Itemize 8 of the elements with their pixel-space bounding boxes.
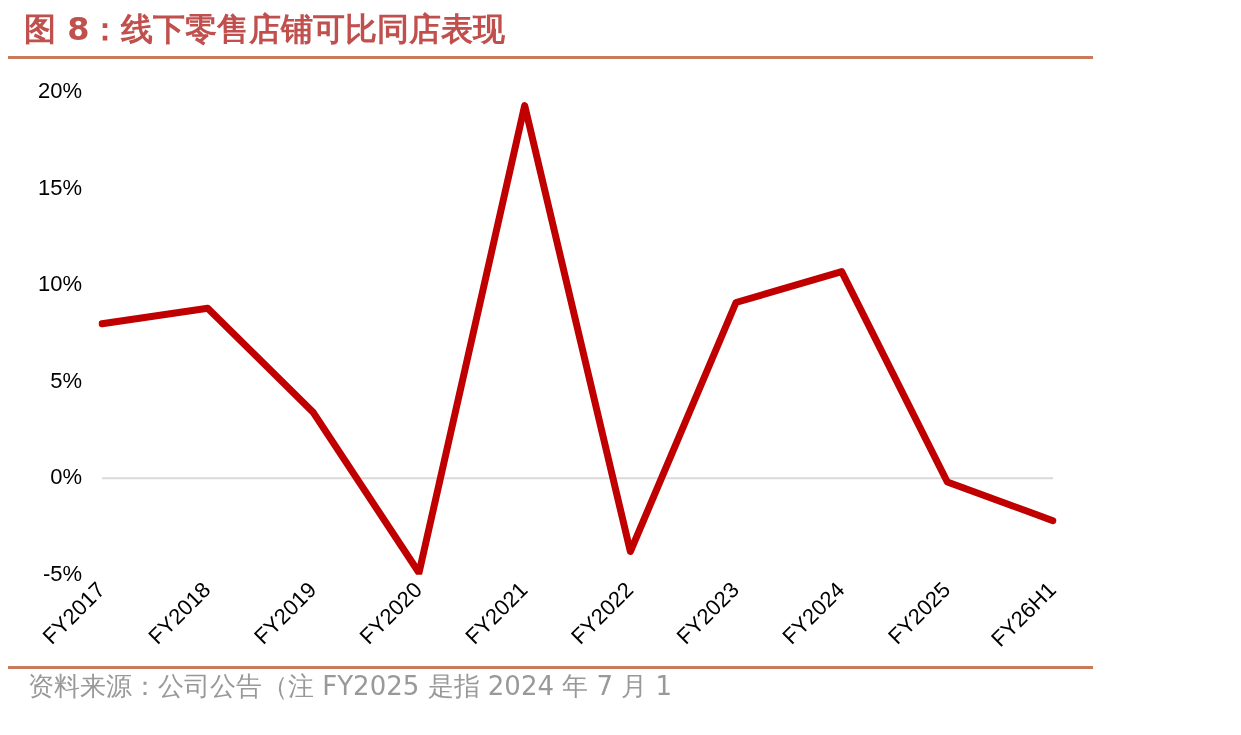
y-tick-label: -5% — [42, 560, 83, 586]
y-tick-label: 10% — [38, 271, 83, 297]
y-tick-label: 0% — [50, 464, 83, 490]
chart-title: 图 8：线下零售店铺可比同店表现 — [8, 8, 1093, 59]
y-tick-label: 15% — [38, 174, 83, 200]
y-tick-label: 20% — [38, 78, 83, 104]
y-tick-label: 5% — [50, 367, 83, 393]
text: 资料来源：公司公告（注 FY2025 是指 2024 年 7 月 1 — [27, 670, 674, 703]
